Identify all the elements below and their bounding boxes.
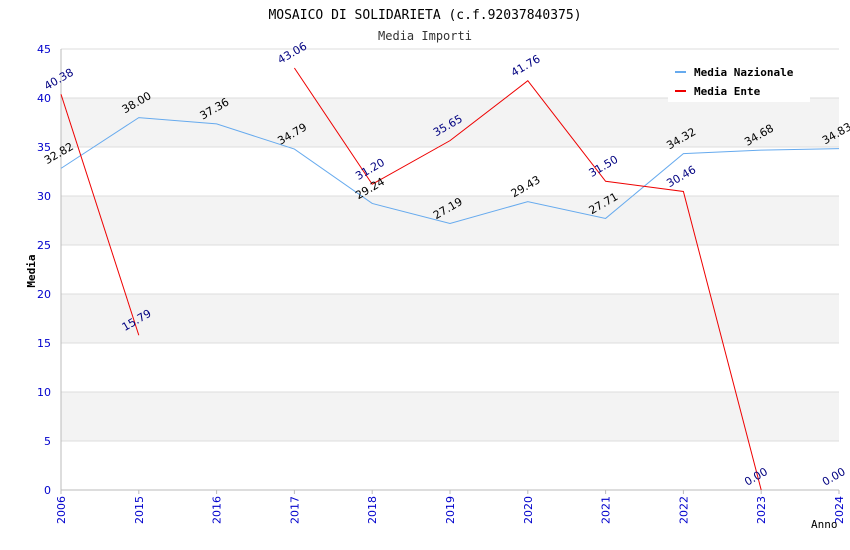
x-tick-labels: 2006 2015 2016 2017 2018 2019 2020 2021 2022 2023…: [55, 496, 846, 524]
legend-box: [668, 60, 810, 102]
data-label: 0.00: [742, 465, 770, 489]
data-label: 0.00: [820, 465, 848, 489]
grid-lines: [61, 48, 839, 491]
data-label: 30.46: [664, 163, 698, 190]
x-tick-label: 2021: [600, 496, 613, 524]
legend-label: Media Nazionale: [694, 66, 794, 79]
data-label: 41.76: [509, 52, 543, 79]
y-tick-label: 0: [44, 484, 51, 497]
legend: Media Nazionale Media Ente: [668, 60, 810, 102]
series-line-0: [60, 117, 840, 225]
x-tick-label: 2022: [677, 496, 690, 524]
series-line-1: [60, 94, 140, 336]
axes: [60, 49, 840, 494]
data-label: 31.50: [587, 153, 621, 180]
x-tick-label: 2016: [211, 496, 224, 524]
y-tick-label: 35: [37, 141, 51, 154]
y-tick-label: 25: [37, 239, 51, 252]
chart-subtitle: Media Importi: [378, 29, 472, 43]
y-tick-label: 15: [37, 337, 51, 350]
y-tick-label: 10: [37, 386, 51, 399]
series-lines: [60, 67, 840, 491]
x-tick-label: 2023: [755, 496, 768, 524]
y-tick-labels: 0 5 10 15 20 25 30 35 40 45: [37, 43, 51, 497]
y-axis-title: Media: [25, 254, 38, 287]
x-tick-label: 2020: [522, 496, 535, 524]
series-line-1: [293, 67, 762, 491]
grid-band: [61, 294, 839, 343]
plot-bands: [61, 98, 839, 441]
x-tick-label: 2006: [55, 496, 68, 524]
chart-title: MOSAICO DI SOLIDARIETA (c.f.92037840375): [268, 8, 581, 23]
grid-band: [61, 98, 839, 147]
data-label: 43.06: [275, 40, 309, 67]
x-tick-label: 2015: [133, 496, 146, 524]
x-axis-title: Anno: [811, 518, 838, 531]
grid-band: [61, 392, 839, 441]
y-tick-label: 30: [37, 190, 51, 203]
x-tick-label: 2018: [366, 496, 379, 524]
y-tick-label: 45: [37, 43, 51, 56]
legend-label: Media Ente: [694, 85, 761, 98]
y-tick-label: 5: [44, 435, 51, 448]
y-tick-label: 40: [37, 92, 51, 105]
x-tick-label: 2017: [288, 496, 301, 524]
x-tick-label: 2019: [444, 496, 457, 524]
x-tick-label: 2024: [833, 496, 846, 524]
grid-band: [61, 196, 839, 245]
data-label: 40.38: [42, 66, 76, 93]
y-tick-label: 20: [37, 288, 51, 301]
